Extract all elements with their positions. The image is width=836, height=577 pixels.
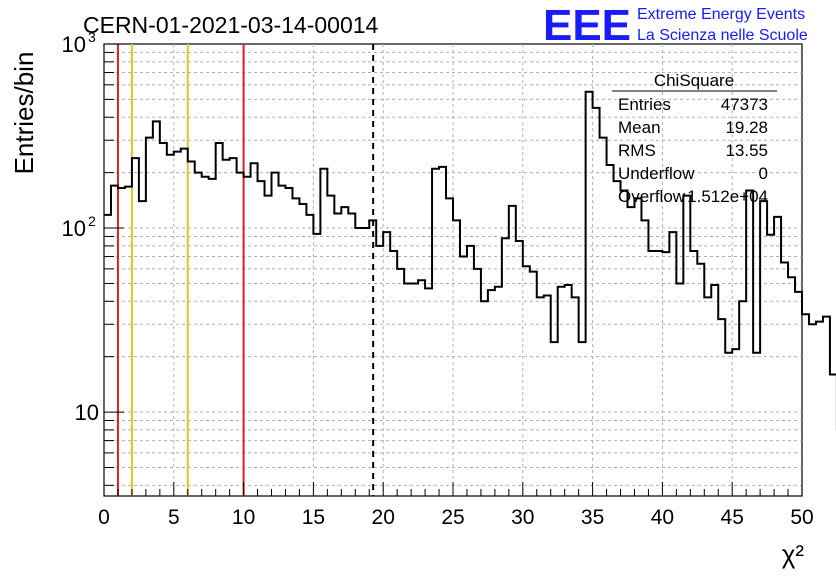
x-tick-label: 0: [98, 506, 110, 529]
eee-logo-line2: La Scienza nelle Scuole: [637, 27, 808, 44]
stats-mean-value: 19.28: [725, 118, 768, 137]
stats-entries-value: 47373: [721, 95, 768, 114]
stats-title: ChiSquare: [654, 71, 734, 90]
x-tick-label: 10: [232, 506, 255, 529]
y-tick-label: 10: [75, 400, 99, 425]
stats-entries-label: Entries: [618, 95, 671, 114]
stats-mean-label: Mean: [618, 118, 661, 137]
stats-rms-label: RMS: [618, 141, 656, 160]
y-tick-label: 10: [62, 216, 86, 241]
x-tick-label: 30: [511, 506, 534, 529]
x-tick-label: 15: [302, 506, 325, 529]
histogram-series-line: [104, 90, 836, 431]
stats-rms-value: 13.55: [725, 141, 768, 160]
y-tick-exponent: 3: [88, 29, 96, 45]
eee-logo-mark: EEE: [543, 1, 631, 50]
eee-logo-line1: Extreme Energy Events: [637, 6, 805, 23]
x-tick-label: 40: [651, 506, 674, 529]
x-axis-label: χ²: [782, 539, 805, 569]
x-tick-label: 25: [441, 506, 464, 529]
x-tick-label: 35: [581, 506, 604, 529]
y-axis-label: Entries/bin: [9, 52, 39, 175]
stats-overflow-value: 1.512e+04: [687, 187, 768, 206]
stats-box: ChiSquare Entries 47373 Mean 19.28 RMS 1…: [612, 71, 777, 206]
x-tick-label: 5: [168, 506, 180, 529]
x-tick-label: 50: [790, 506, 813, 529]
stats-underflow-value: 0: [759, 164, 768, 183]
marker-layer: [116, 44, 375, 496]
stats-underflow-label: Underflow: [618, 164, 695, 183]
x-tick-label: 20: [372, 506, 395, 529]
y-tick-label: 10: [62, 32, 86, 57]
chart-title: CERN-01-2021-03-14-00014: [83, 12, 379, 38]
grid-layer: [104, 44, 802, 496]
histogram-layer: [104, 90, 836, 431]
stats-overflow-label: Overflow: [618, 187, 686, 206]
x-tick-label: 45: [721, 506, 744, 529]
eee-logo: EEE Extreme Energy Events La Scienza nel…: [543, 1, 808, 50]
y-tick-exponent: 2: [88, 213, 96, 229]
